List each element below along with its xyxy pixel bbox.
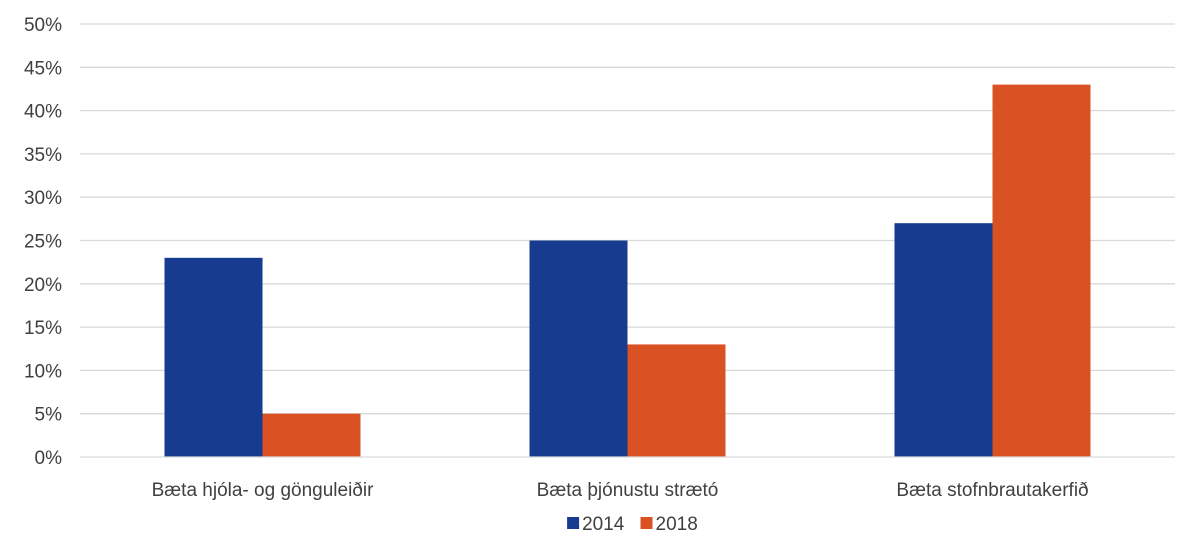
y-tick-label: 35% <box>24 145 62 166</box>
y-tick-label: 0% <box>35 448 63 469</box>
y-tick-label: 50% <box>24 15 62 36</box>
category-label: Bæta hjóla- og gönguleiðir <box>152 480 374 501</box>
legend-label-2014: 2014 <box>582 514 625 535</box>
bar-2014-0 <box>164 257 263 457</box>
y-tick-label: 10% <box>24 361 62 382</box>
y-axis-ticks: 0% 5% 10% 15% 20% 25% 30% 35% 40% 45% 50% <box>24 15 62 469</box>
y-tick-label: 20% <box>24 275 62 296</box>
bar-2018-0 <box>262 413 361 457</box>
bar-2018-2 <box>992 84 1091 458</box>
bar-2018-1 <box>627 344 726 457</box>
y-tick-label: 5% <box>35 405 63 426</box>
category-labels: Bæta hjóla- og gönguleiðir Bæta þjónustu … <box>152 480 1089 501</box>
category-label: Bæta stofnbrautakerfið <box>896 480 1088 501</box>
legend: 2014 2018 <box>567 514 698 535</box>
y-tick-label: 45% <box>24 58 62 79</box>
legend-swatch-2018 <box>640 517 653 529</box>
legend-label-2018: 2018 <box>656 514 698 535</box>
y-tick-label: 40% <box>24 102 62 123</box>
bar-2014-1 <box>529 240 628 457</box>
y-tick-label: 25% <box>24 232 62 253</box>
bars <box>164 84 1091 458</box>
legend-swatch-2014 <box>567 517 580 529</box>
y-tick-label: 30% <box>24 188 62 209</box>
bar-2014-2 <box>894 223 993 457</box>
y-tick-label: 15% <box>24 318 62 339</box>
category-label: Bæta þjónustu strætó <box>537 480 719 501</box>
